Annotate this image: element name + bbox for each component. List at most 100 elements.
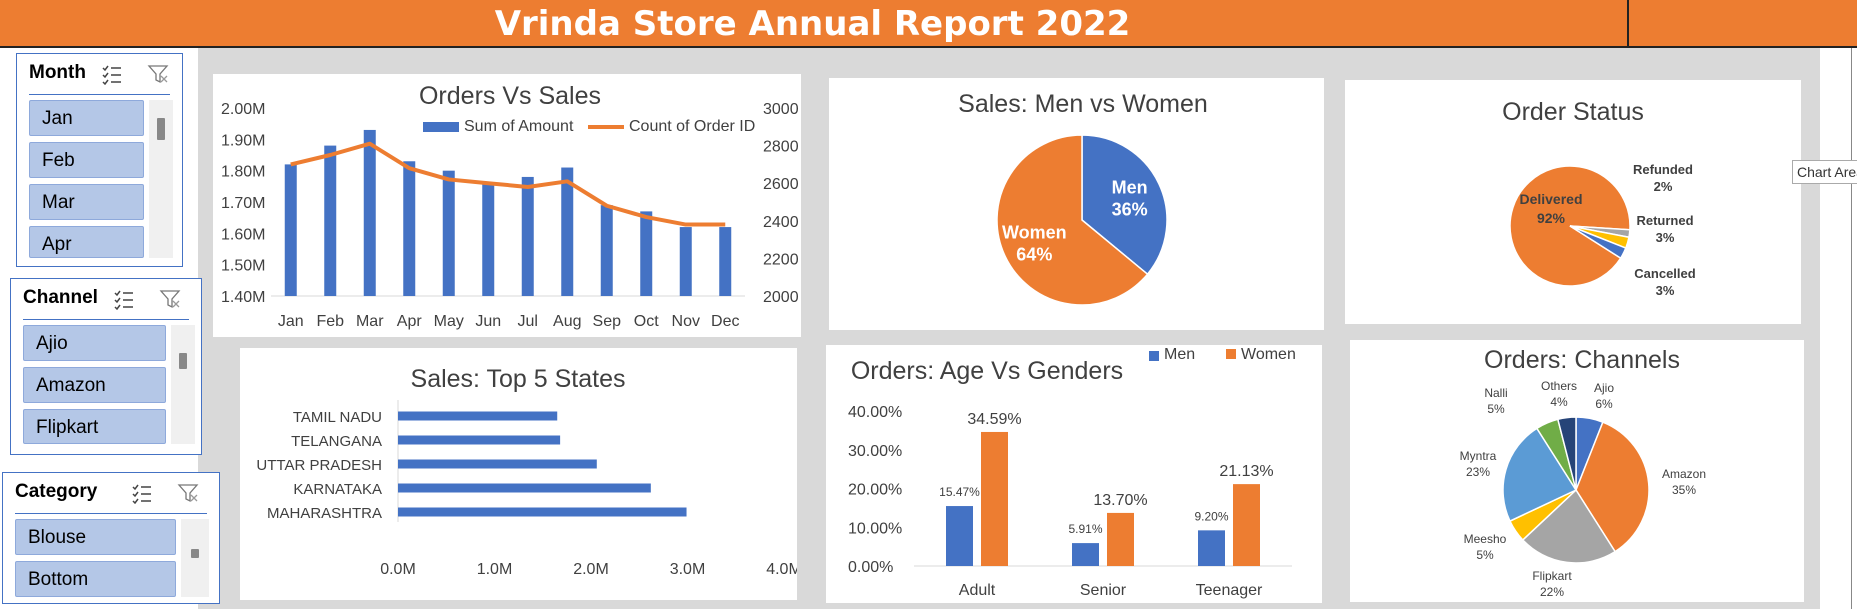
x-tick-label: Oct: [634, 313, 659, 330]
data-label: 34.59%: [967, 411, 1021, 428]
clear-filter-icon[interactable]: [159, 288, 181, 310]
chart-title: Sales: Top 5 States: [411, 365, 626, 393]
age-gender-panel[interactable]: Orders: Age Vs Genders 40.00% 30.00% 20.00%…: [826, 345, 1322, 603]
y-tick-label: 0.00%: [848, 559, 893, 576]
x-tick-label: 4.0M: [766, 561, 797, 578]
bar-telangana: [398, 435, 561, 445]
x-tick-label: Jan: [278, 313, 304, 330]
x-tick-label: 1.0M: [477, 561, 513, 578]
channel-slicer[interactable]: Channel Ajio Amazon Flipkart: [10, 278, 202, 455]
slice-name-women: Women: [1002, 222, 1067, 242]
slicer-scrollbar[interactable]: [171, 325, 195, 444]
y-tick-label: 1.50M: [221, 258, 265, 275]
x-tick-label: Sep: [593, 313, 622, 330]
x-tick-label: Adult: [959, 582, 996, 599]
slicer-item-feb[interactable]: Feb: [29, 142, 144, 178]
slice-women: [996, 134, 1149, 306]
slice-pct-women: 64%: [1016, 244, 1052, 264]
order-status-chart[interactable]: Order Status Delivered 92% Refunded 2% Return…: [1345, 80, 1801, 324]
orders-vs-sales-panel[interactable]: Orders Vs Sales 2.00M 1.90M 1.80M 1.70M 1.60M…: [213, 74, 801, 337]
legend-swatch-amount: [423, 122, 459, 132]
slicer-scrollbar[interactable]: [149, 100, 173, 258]
x-tick-label: Dec: [711, 313, 739, 330]
scrollbar-thumb[interactable]: [191, 549, 199, 558]
x-tick-label: Jul: [518, 313, 538, 330]
category-label: MAHARASHTRA: [267, 505, 382, 522]
order-status-panel[interactable]: Order Status Delivered 92% Refunded 2% Return…: [1345, 80, 1801, 324]
bar-karnataka: [398, 483, 651, 493]
clear-filter-icon[interactable]: [177, 482, 199, 504]
slicer-item-jan[interactable]: Jan: [29, 100, 144, 136]
slice-myntra: [1502, 427, 1578, 523]
multi-select-icon[interactable]: [113, 288, 135, 310]
x-tick-label: Teenager: [1196, 582, 1263, 599]
slice-pct-returned: 3%: [1656, 230, 1675, 245]
category-label: KARNATAKA: [293, 481, 382, 498]
legend-label-women: Women: [1241, 346, 1296, 363]
slicer-title: Channel: [23, 287, 98, 308]
slice-name-returned: Returned: [1636, 213, 1693, 228]
multi-select-icon[interactable]: [131, 482, 153, 504]
y-tick-label: 1.40M: [221, 289, 265, 306]
category-label: TAMIL NADU: [293, 409, 382, 426]
data-label: 13.70%: [1093, 492, 1147, 509]
clear-filter-icon[interactable]: [147, 63, 169, 85]
scrollbar-thumb[interactable]: [157, 118, 165, 140]
category-slicer[interactable]: Category Blouse Bottom: [2, 472, 220, 604]
month-slicer[interactable]: Month Jan Feb Mar Apr: [16, 53, 183, 267]
slicer-item-flipkart[interactable]: Flipkart: [23, 409, 166, 444]
slicer-divider: [29, 94, 170, 95]
channels-panel[interactable]: Orders: Channels Ajio 6% Amazon 35% Flipkart 2…: [1350, 340, 1804, 602]
y2-tick-label: 2800: [763, 139, 799, 156]
top-states-chart[interactable]: Sales: Top 5 States TAMIL NADU TELANGANA UT…: [240, 348, 801, 600]
channels-chart[interactable]: Orders: Channels Ajio 6% Amazon 35% Flipkart 2…: [1350, 340, 1804, 602]
banner-divider: [1627, 0, 1629, 46]
report-title: Vrinda Store Annual Report 2022: [494, 4, 1131, 44]
data-label: 15.47%: [939, 485, 980, 499]
top-states-panel[interactable]: Sales: Top 5 States TAMIL NADU TELANGANA UT…: [240, 348, 802, 600]
x-tick-label: Mar: [356, 313, 384, 330]
bar-jan: [284, 164, 297, 296]
x-tick-label: Nov: [672, 313, 700, 330]
y2-tick-label: 2400: [763, 214, 799, 231]
orders-vs-sales-chart[interactable]: Orders Vs Sales 2.00M 1.90M 1.80M 1.70M 1.60M…: [213, 74, 801, 337]
x-tick-label: May: [434, 313, 464, 330]
slicer-item-bottom[interactable]: Bottom: [15, 561, 176, 597]
y-tick-label: 30.00%: [848, 443, 902, 460]
y-tick-label: 1.90M: [221, 132, 265, 149]
sales-men-women-panel[interactable]: Sales: Men vs Women Men 36% Women 64%: [829, 78, 1324, 330]
slicer-scrollbar[interactable]: [181, 519, 209, 597]
y-tick-label: 40.00%: [848, 404, 902, 421]
bar-adult-women: [981, 431, 1008, 566]
slicer-item-blouse[interactable]: Blouse: [15, 519, 176, 555]
bar-teenager-men: [1198, 530, 1225, 566]
bar-sep: [600, 205, 613, 296]
y2-tick-label: 2000: [763, 289, 799, 306]
slice-name-cancelled: Cancelled: [1634, 266, 1695, 281]
slicer-item-mar[interactable]: Mar: [29, 184, 144, 220]
slicer-item-ajio[interactable]: Ajio: [23, 325, 166, 361]
slice-pct-meesho: 5%: [1476, 548, 1494, 562]
bar-mar: [363, 129, 376, 296]
category-label: TELANGANA: [291, 433, 382, 450]
chart-title: Order Status: [1502, 98, 1644, 126]
y2-tick-label: 2600: [763, 176, 799, 193]
slicer-item-amazon[interactable]: Amazon: [23, 367, 166, 403]
chart-title: Sales: Men vs Women: [958, 90, 1208, 118]
slice-name-delivered: Delivered: [1519, 191, 1582, 207]
bar-senior-women: [1107, 512, 1134, 566]
sheet-gridline: [1851, 48, 1852, 609]
slice-pct-men: 36%: [1112, 200, 1148, 220]
slicer-item-apr[interactable]: Apr: [29, 226, 144, 258]
slice-name-men: Men: [1112, 178, 1148, 198]
y-tick-label: 1.80M: [221, 164, 265, 181]
age-gender-chart[interactable]: Orders: Age Vs Genders 40.00% 30.00% 20.00%…: [826, 345, 1322, 603]
y2-tick-label: 3000: [763, 101, 799, 118]
slice-pct-others: 4%: [1550, 395, 1568, 409]
bar-aug: [561, 167, 574, 296]
x-tick-label: 2.0M: [573, 561, 609, 578]
x-tick-label: Aug: [553, 313, 581, 330]
scrollbar-thumb[interactable]: [179, 353, 187, 369]
multi-select-icon[interactable]: [101, 63, 123, 85]
